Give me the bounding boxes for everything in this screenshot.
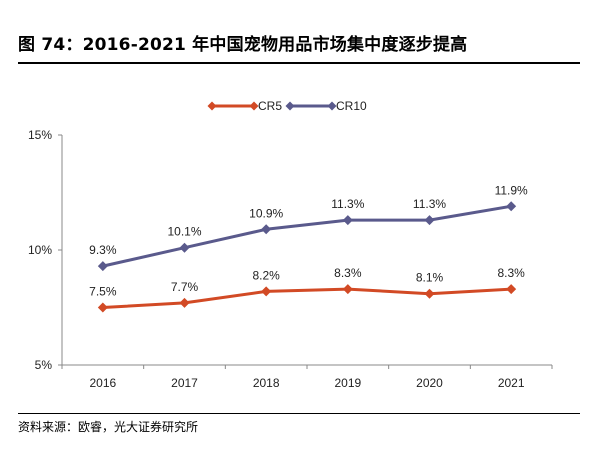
data-point-cr10 <box>261 224 272 235</box>
title-divider <box>18 62 580 64</box>
data-label-cr5: 8.3% <box>497 266 525 280</box>
data-point-cr5 <box>179 297 190 308</box>
chart-title: 图 74：2016-2021 年中国宠物用品市场集中度逐步提高 <box>18 35 468 55</box>
series-lines <box>102 204 512 309</box>
legend-marker <box>249 101 259 111</box>
x-tick-label: 2018 <box>253 376 280 390</box>
series-markers <box>97 201 517 313</box>
legend-label-cr10: CR10 <box>336 99 367 113</box>
data-point-cr5 <box>424 288 435 299</box>
data-label-cr10: 11.9% <box>495 183 528 197</box>
footer-divider <box>18 413 580 414</box>
data-point-cr5 <box>97 302 108 313</box>
data-label-cr10: 10.9% <box>249 206 283 220</box>
data-point-cr5 <box>506 284 517 295</box>
data-label-cr10: 9.3% <box>89 243 117 257</box>
axes: 5% 10% 15% 2016 2017 2018 2019 2020 2021 <box>28 128 553 390</box>
data-labels: 7.5% 7.7% 8.2% 8.3% 8.1% 8.3% 9.3% 10.1% 10.9% 11… <box>89 183 528 298</box>
legend-marker <box>327 101 337 111</box>
data-label-cr5: 7.7% <box>171 280 199 294</box>
data-point-cr10 <box>424 215 435 226</box>
data-label-cr10: 10.1% <box>167 225 201 239</box>
x-tick-label: 2020 <box>416 376 443 390</box>
data-point-cr10 <box>179 242 190 253</box>
data-point-cr10 <box>506 201 517 212</box>
source-note: 资料来源：欧睿，光大证券研究所 <box>18 420 199 434</box>
legend-marker <box>285 101 295 111</box>
x-tick-label: 2016 <box>89 376 116 390</box>
legend-label-cr5: CR5 <box>258 99 282 113</box>
series-line-cr10 <box>102 204 512 268</box>
data-point-cr10 <box>97 261 108 272</box>
data-point-cr10 <box>342 215 353 226</box>
legend: CR5 CR10 <box>207 99 367 113</box>
x-tick-label: 2019 <box>334 376 361 390</box>
data-point-cr5 <box>342 284 353 295</box>
data-label-cr10: 11.3% <box>331 197 364 211</box>
series-line-cr5 <box>102 287 512 309</box>
y-tick-label: 10% <box>28 243 52 257</box>
data-label-cr5: 7.5% <box>89 285 117 299</box>
data-label-cr5: 8.2% <box>252 268 280 282</box>
data-label-cr5: 8.3% <box>334 266 362 280</box>
data-label-cr5: 8.1% <box>416 271 444 285</box>
data-point-cr5 <box>261 286 272 297</box>
x-tick-label: 2021 <box>498 376 525 390</box>
data-label-cr10: 11.3% <box>413 197 446 211</box>
legend-marker <box>207 101 217 111</box>
x-tick-label: 2017 <box>171 376 198 390</box>
y-tick-label: 5% <box>35 358 53 372</box>
y-tick-label: 15% <box>28 128 52 142</box>
